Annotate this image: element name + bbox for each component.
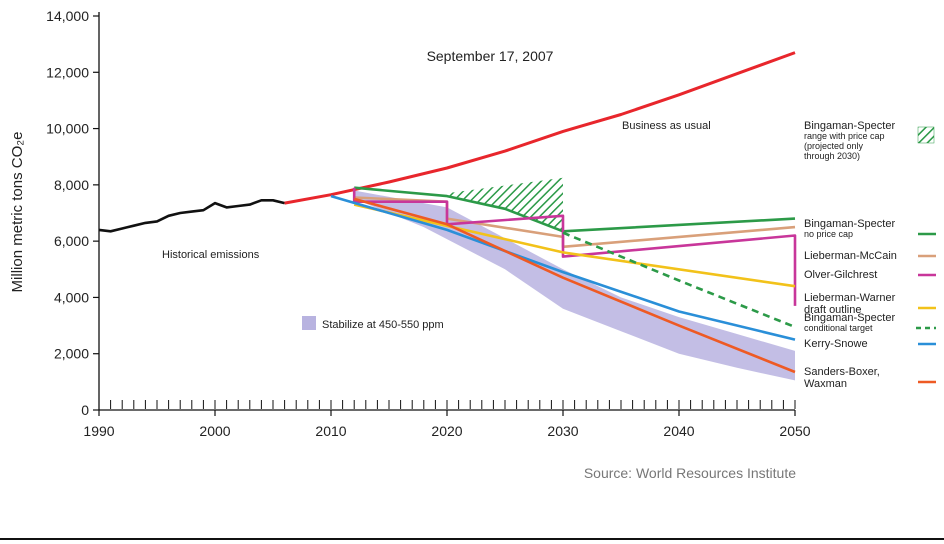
y-axis-label: Million metric tons CO₂e bbox=[9, 132, 26, 293]
legend-label-2-0: Lieberman-McCain bbox=[804, 250, 897, 262]
legend-label-0-2: (projected only bbox=[804, 141, 864, 151]
chart-title: September 17, 2007 bbox=[427, 48, 554, 64]
legend-label-0-1: range with price cap bbox=[804, 131, 885, 141]
series-layer bbox=[98, 51, 797, 374]
annotation-stabilize: Stabilize at 450-550 ppm bbox=[322, 319, 444, 331]
x-tick-label-2020: 2020 bbox=[431, 423, 462, 439]
legend-label-4-1: draft outline bbox=[804, 304, 861, 316]
legend-label-7-1: Waxman bbox=[804, 378, 847, 390]
y-tick-label-0: 0 bbox=[81, 402, 89, 418]
y-tick-label-8000: 8,000 bbox=[54, 177, 89, 193]
x-tick-label-2000: 2000 bbox=[199, 423, 230, 439]
legend-label-1-0: Bingaman-Specter bbox=[804, 218, 895, 230]
annotation-historical: Historical emissions bbox=[162, 249, 260, 261]
y-tick-label-4000: 4,000 bbox=[54, 289, 89, 305]
legend-label-7-0: Sanders-Boxer, bbox=[804, 366, 880, 378]
y-tick-label-2000: 2,000 bbox=[54, 346, 89, 362]
legend-item-7: Sanders-Boxer,Waxman bbox=[804, 366, 936, 390]
legend-label-5-1: conditional target bbox=[804, 323, 873, 333]
legend-item-6: Kerry-Snowe bbox=[804, 338, 936, 350]
series-bau bbox=[284, 51, 796, 205]
x-tick-label-2010: 2010 bbox=[315, 423, 346, 439]
legend-label-1-1: no price cap bbox=[804, 229, 853, 239]
bottom-rule bbox=[0, 538, 944, 540]
series-bs_conditional bbox=[562, 231, 796, 329]
legend-swatch-0 bbox=[917, 126, 935, 144]
legend-label-3-0: Olver-Gilchrest bbox=[804, 269, 877, 281]
legend-item-2: Lieberman-McCain bbox=[804, 250, 936, 262]
legend-label-0-0: Bingaman-Specter bbox=[804, 120, 895, 132]
band-stabilize bbox=[354, 190, 795, 381]
x-tick-label-1990: 1990 bbox=[83, 423, 114, 439]
annotation-bau: Business as usual bbox=[622, 120, 711, 132]
x-tick-label-2040: 2040 bbox=[663, 423, 694, 439]
y-tick-label-12000: 12,000 bbox=[46, 64, 89, 80]
series-sanders_boxer bbox=[353, 197, 796, 374]
bands-layer bbox=[354, 177, 795, 381]
x-tick-label-2030: 2030 bbox=[547, 423, 578, 439]
y-tick-label-14000: 14,000 bbox=[46, 8, 89, 24]
series-historical bbox=[98, 199, 285, 233]
series-lieberman_warner bbox=[353, 203, 796, 288]
y-tick-label-10000: 10,000 bbox=[46, 121, 89, 137]
axes-layer: 0 2,000 4,000 6,000 8,000 10,000 12,000 14,000 1… bbox=[46, 8, 811, 439]
series-kerry_snowe bbox=[330, 194, 796, 341]
series-olver_gilchrest bbox=[352, 187, 797, 306]
legend-label-4-0: Lieberman-Warner bbox=[804, 292, 896, 304]
y-tick-label-6000: 6,000 bbox=[54, 233, 89, 249]
legend-item-3: Olver-Gilchrest bbox=[804, 269, 936, 281]
series-bs_noprice bbox=[354, 186, 796, 233]
source-note: Source: World Resources Institute bbox=[584, 465, 796, 481]
legend-label-5-0: Bingaman-Specter bbox=[804, 312, 895, 324]
x-tick-label-2050: 2050 bbox=[779, 423, 810, 439]
legend-label-0-3: through 2030) bbox=[804, 151, 860, 161]
stabilize-swatch bbox=[302, 316, 316, 330]
legend-label-6-0: Kerry-Snowe bbox=[804, 338, 868, 350]
